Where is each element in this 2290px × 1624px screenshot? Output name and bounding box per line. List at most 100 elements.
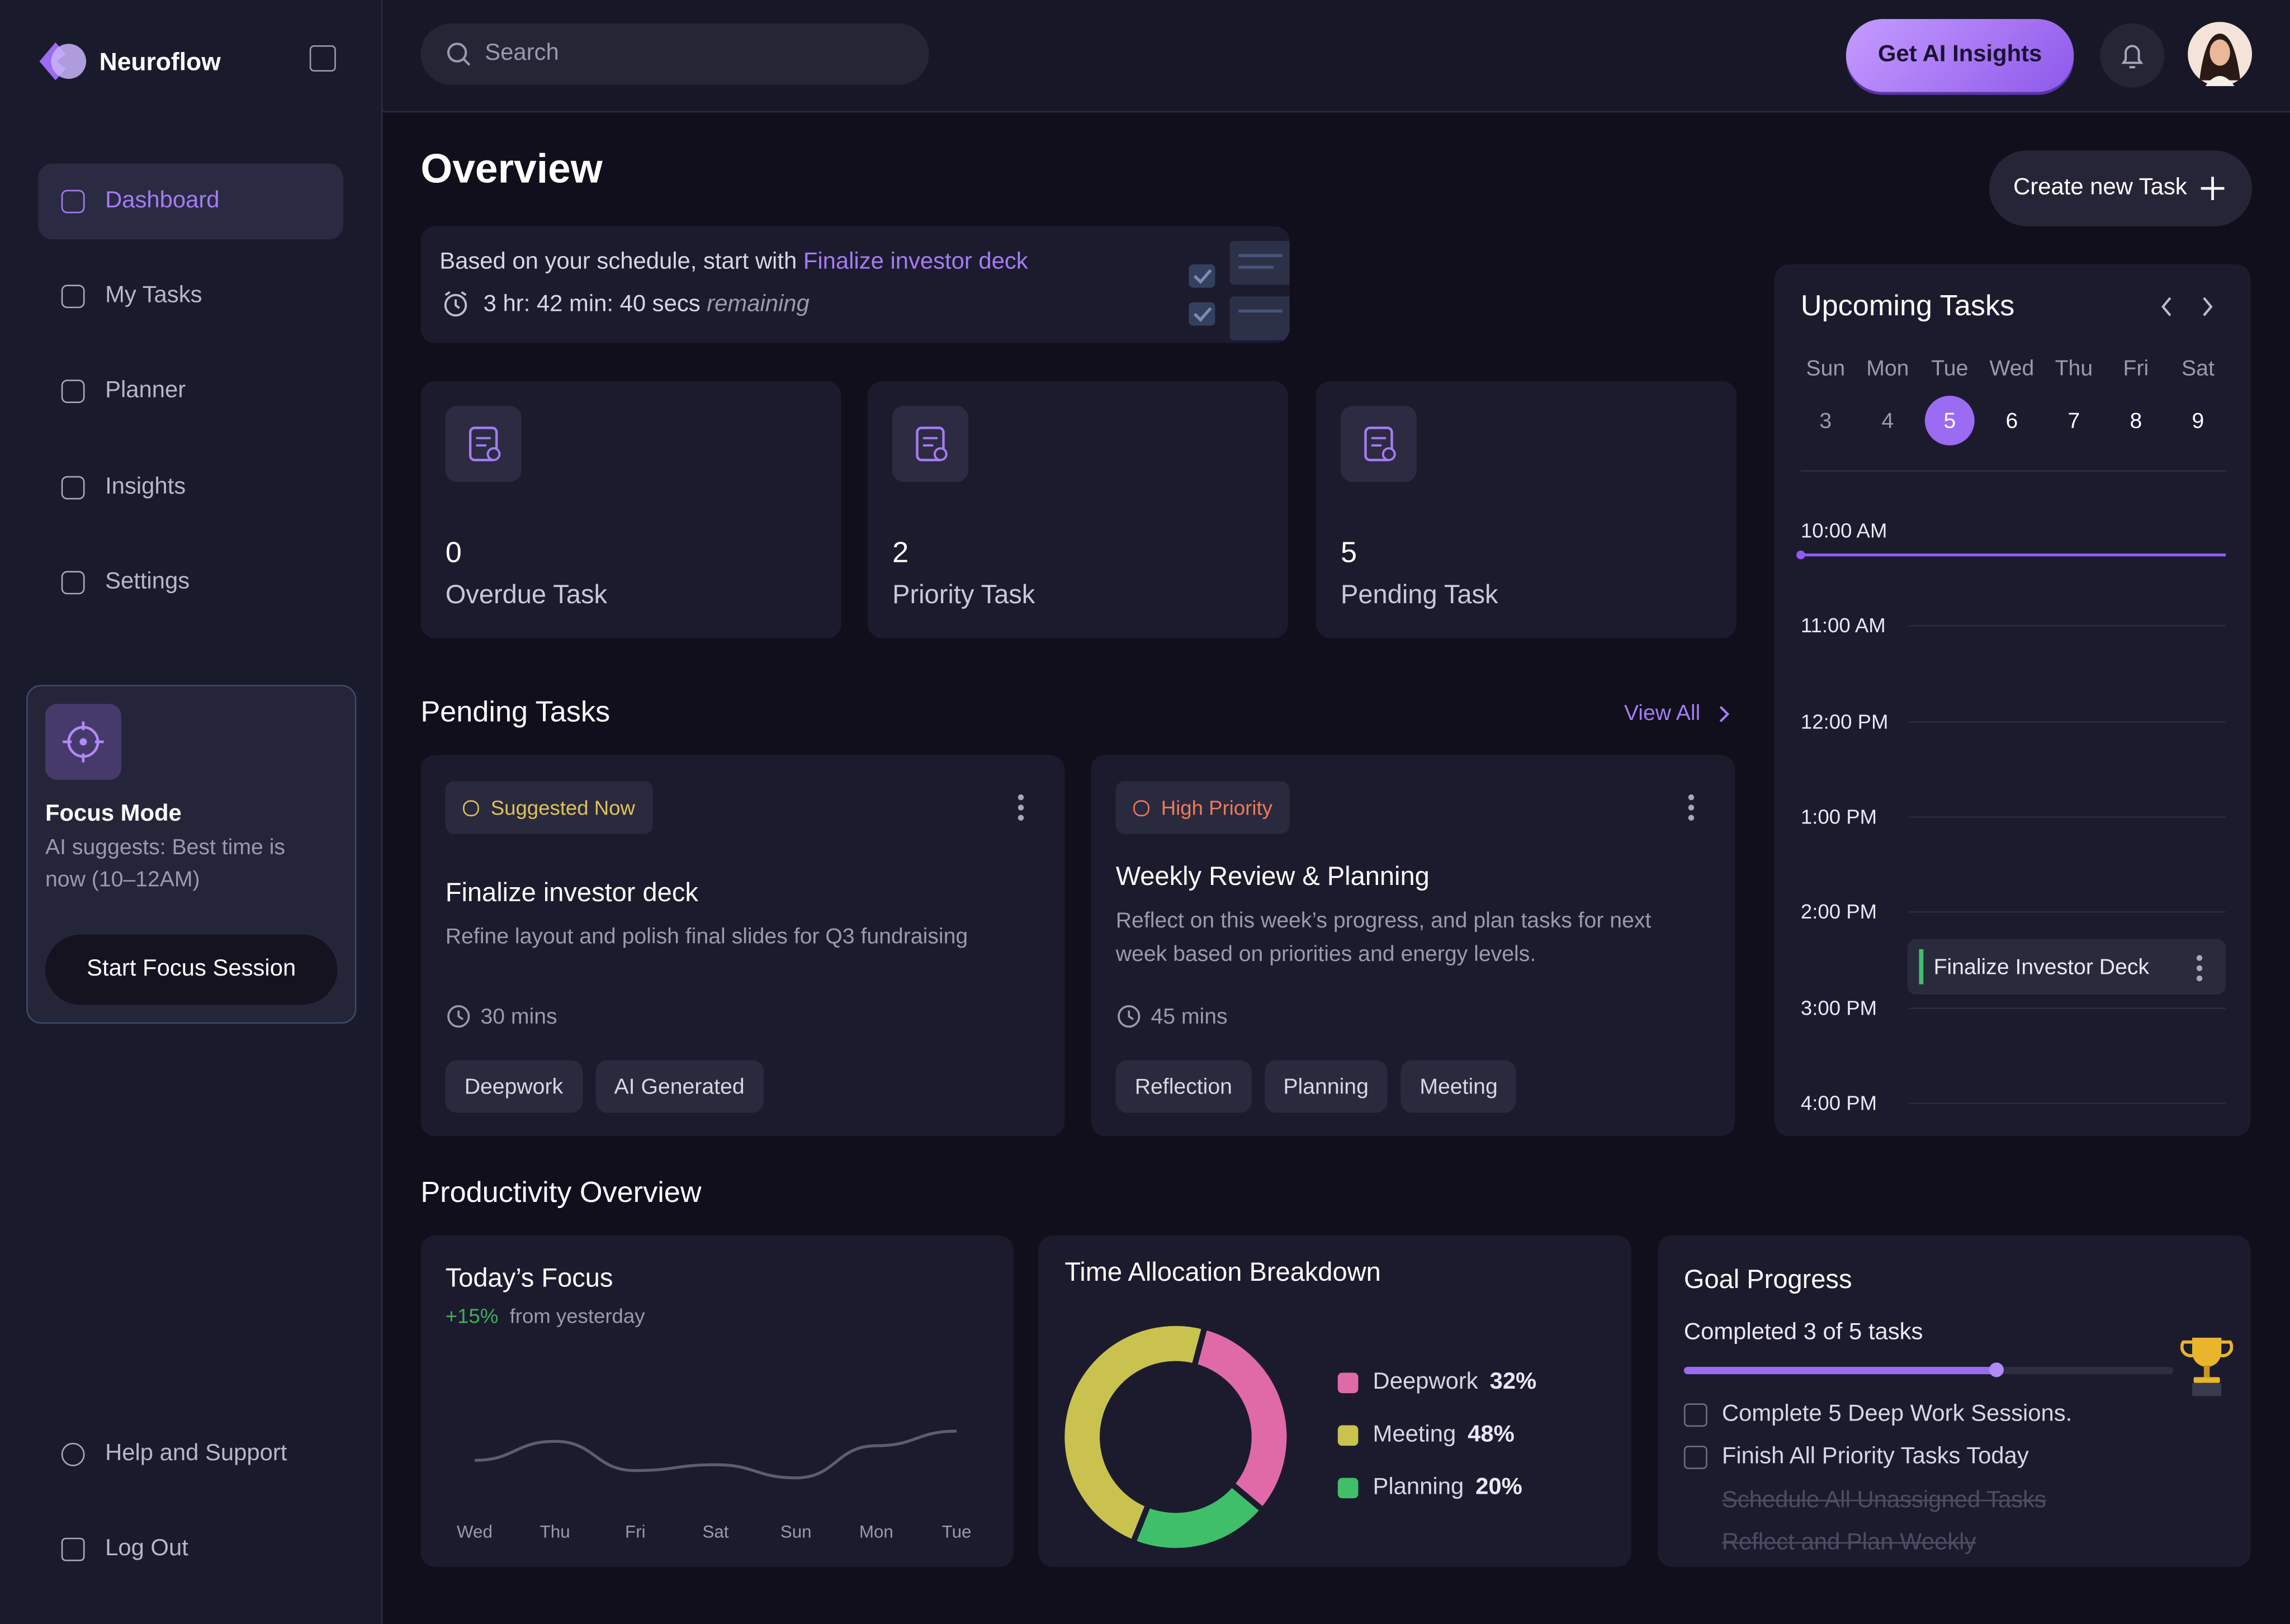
goal-item: Finish All Priority Tasks Today: [1683, 1445, 2029, 1471]
nav-item[interactable]: Planner: [38, 353, 343, 429]
stat-value: 5: [1341, 537, 1357, 570]
goal-text: Reflect and Plan Weekly: [1721, 1530, 1976, 1555]
banner-link[interactable]: Finalize investor deck: [803, 249, 1028, 275]
legend-value: 20%: [1475, 1475, 1522, 1500]
tag[interactable]: Deepwork: [445, 1060, 583, 1113]
x-tick-label: Tue: [942, 1522, 972, 1542]
event-title: Finalize Investor Deck: [1933, 955, 2150, 980]
time-grid-line: [1909, 1007, 2226, 1009]
calendar-event[interactable]: Finalize Investor Deck: [1907, 939, 2226, 995]
checkbox[interactable]: [1684, 1532, 1707, 1555]
time-allocation-card: Time Allocation Breakdown Deepwork 32% Mee…: [1038, 1235, 1631, 1567]
focus-chart: Wed Thu Fri Sat Sun Mon Tue: [457, 1429, 972, 1542]
goal-fill: [1683, 1367, 1997, 1375]
tag[interactable]: Reflection: [1115, 1060, 1251, 1113]
create-task-button[interactable]: Create new Task: [1989, 150, 2253, 226]
view-all-label: View All: [1624, 700, 1701, 726]
tag[interactable]: Meeting: [1401, 1060, 1517, 1113]
stat-card: 5 Pending Task: [1316, 381, 1737, 638]
selected-day: [1924, 395, 1975, 446]
goal-progress-card: Goal Progress Completed 3 of 5 tasks Com…: [1657, 1235, 2251, 1567]
avatar[interactable]: [2188, 22, 2253, 87]
banner-illustration: [1189, 241, 1290, 340]
time-label: 2:00 PM: [1800, 899, 1877, 924]
checkbox[interactable]: [1684, 1489, 1707, 1512]
view-all-link[interactable]: View All: [1624, 701, 1735, 726]
todays-focus-card: Today’s Focus +15% from yesterday Wed Thu…: [420, 1235, 1014, 1567]
stat-value: 0: [445, 537, 462, 570]
nav-item[interactable]: Insights: [38, 450, 343, 526]
productivity-title: Productivity Overview: [420, 1177, 702, 1209]
banner-timer: 3 hr: 42 min: 40 secs remaining: [484, 292, 810, 318]
nav-item[interactable]: My Tasks: [38, 258, 343, 334]
stat-icon: [445, 406, 522, 482]
task-card: Suggested Now Finalize investor deck Refin…: [420, 755, 1065, 1137]
badge-label: High Priority: [1161, 796, 1272, 820]
create-task-label: Create new Task: [2013, 175, 2187, 200]
stat-icon: [892, 406, 968, 482]
focus-title: Focus Mode: [45, 802, 182, 827]
task-tags: Deepwork AI Generated: [445, 1060, 777, 1113]
start-focus-button[interactable]: Start Focus Session: [45, 934, 338, 1005]
nav-item[interactable]: Settings: [38, 545, 343, 621]
footer-nav-item[interactable]: Log Out: [38, 1512, 343, 1588]
weekday: Sat: [2182, 356, 2215, 381]
time-label: 1:00 PM: [1800, 804, 1877, 828]
task-menu[interactable]: [1018, 794, 1024, 825]
goal-title: Goal Progress: [1683, 1265, 1852, 1294]
stat-card: 2 Priority Task: [867, 381, 1289, 638]
weekday: Fri: [2123, 356, 2149, 381]
duration-label: 30 mins: [480, 1003, 557, 1029]
checkbox[interactable]: [1683, 1446, 1707, 1470]
time-label: 12:00 PM: [1800, 709, 1889, 733]
day[interactable]: 7: [2067, 409, 2080, 434]
task-duration: 45 mins: [1116, 1003, 1228, 1030]
day[interactable]: 6: [2005, 409, 2018, 434]
duration-label: 45 mins: [1151, 1003, 1228, 1029]
tag[interactable]: Planning: [1264, 1060, 1388, 1113]
nav-item[interactable]: Dashboard: [37, 163, 343, 240]
segment-gap: [1130, 1503, 1151, 1544]
task-menu[interactable]: [1688, 794, 1695, 825]
calendar-arrows[interactable]: [2154, 293, 2227, 320]
search-box[interactable]: Search: [420, 23, 929, 85]
day[interactable]: 8: [2130, 409, 2142, 434]
timer-icon: [444, 291, 467, 317]
stat-card: 0 Overdue Task: [420, 381, 841, 638]
day[interactable]: 5: [1943, 409, 1956, 434]
goal-text: Finish All Priority Tasks Today: [1721, 1445, 2029, 1470]
time-grid-line: [1909, 911, 2226, 913]
day[interactable]: 4: [1881, 409, 1894, 434]
footer-nav-item[interactable]: Help and Support: [38, 1417, 343, 1493]
task-tags: Reflection Planning Meeting: [1115, 1060, 1530, 1113]
task-card: High Priority Weekly Review & Planning Ref…: [1091, 755, 1735, 1137]
x-tick-label: Wed: [457, 1522, 493, 1542]
legend-label: Meeting: [1373, 1422, 1456, 1447]
nav-label: Log Out: [105, 1536, 188, 1561]
ai-insights-button[interactable]: Get AI Insights: [1846, 18, 2074, 92]
time-label: 10:00 AM: [1800, 518, 1887, 542]
nav-label: Settings: [105, 569, 190, 595]
stat-value: 2: [892, 537, 909, 570]
time-label: 3:00 PM: [1800, 995, 1877, 1019]
time-label: 4:00 PM: [1800, 1090, 1877, 1114]
day[interactable]: 3: [1819, 409, 1832, 434]
legend-item: Meeting 48%: [1337, 1422, 1515, 1448]
allocation-donut: [1064, 1325, 1287, 1548]
checkbox[interactable]: [1683, 1403, 1707, 1427]
current-time-dot: [1796, 550, 1805, 560]
focus-icon: [45, 704, 121, 780]
goal-knob: [1989, 1362, 2005, 1377]
collapse-button[interactable]: [309, 45, 336, 72]
stat-label: Priority Task: [892, 580, 1035, 609]
donut-segment: [1194, 1329, 1287, 1509]
day[interactable]: 9: [2192, 409, 2204, 434]
task-badge: High Priority: [1115, 781, 1290, 834]
timer-remaining: remaining: [707, 292, 810, 317]
goal-summary: Completed 3 of 5 tasks: [1683, 1320, 1923, 1345]
tag[interactable]: AI Generated: [595, 1060, 764, 1113]
badge-label: Suggested Now: [490, 796, 635, 820]
notification-button[interactable]: [2100, 23, 2165, 88]
nav-label: Help and Support: [105, 1441, 287, 1466]
event-menu[interactable]: [2196, 955, 2203, 986]
